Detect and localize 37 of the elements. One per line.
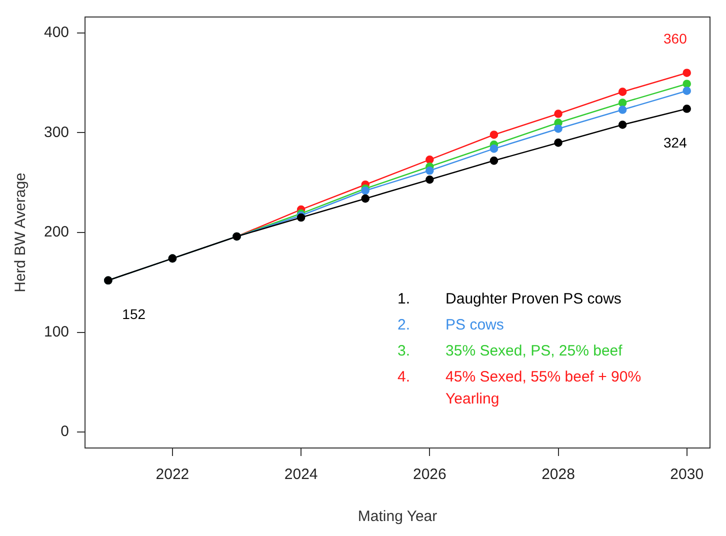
point (554, 124, 562, 133)
point (682, 86, 692, 95)
x-tick-label: 2028 (542, 466, 575, 484)
text: 4. 45% Sexed, 55% beef + 90% Yearling (398, 368, 642, 408)
data-label: 360 (663, 30, 688, 47)
point (554, 110, 562, 118)
point (618, 88, 627, 96)
y-tick-label: 300 (44, 124, 70, 141)
point (426, 166, 434, 175)
x-tick-label: 2030 (670, 466, 704, 484)
point (554, 138, 562, 147)
x-tick-label: 2024 (284, 466, 318, 484)
y-axis-title: Herd BW Average (12, 172, 30, 292)
point (618, 98, 627, 107)
x-tick-label: 2022 (156, 466, 190, 484)
point (490, 144, 498, 153)
y-tick-label: 0 (60, 423, 70, 440)
point (682, 104, 692, 113)
point (426, 175, 434, 184)
data-label: 324 (663, 134, 688, 151)
text: 1. Daughter Proven PS cows (398, 290, 622, 308)
y-tick-label: 200 (44, 224, 70, 241)
point (490, 156, 498, 165)
point (361, 194, 370, 203)
text: 2. PS cows (398, 316, 504, 334)
point (490, 130, 498, 139)
point (618, 120, 627, 129)
text: 3. 35% Sexed, PS, 25% beef (398, 342, 622, 360)
point (682, 68, 692, 78)
point (682, 80, 692, 88)
point (618, 106, 627, 114)
data-label: 152 (122, 306, 146, 322)
x-axis-title: Mating Year (358, 508, 438, 526)
y-tick-label: 400 (44, 24, 70, 42)
point (426, 156, 434, 164)
x-tick-label: 2026 (412, 466, 446, 484)
y-tick-label: 100 (44, 323, 70, 340)
